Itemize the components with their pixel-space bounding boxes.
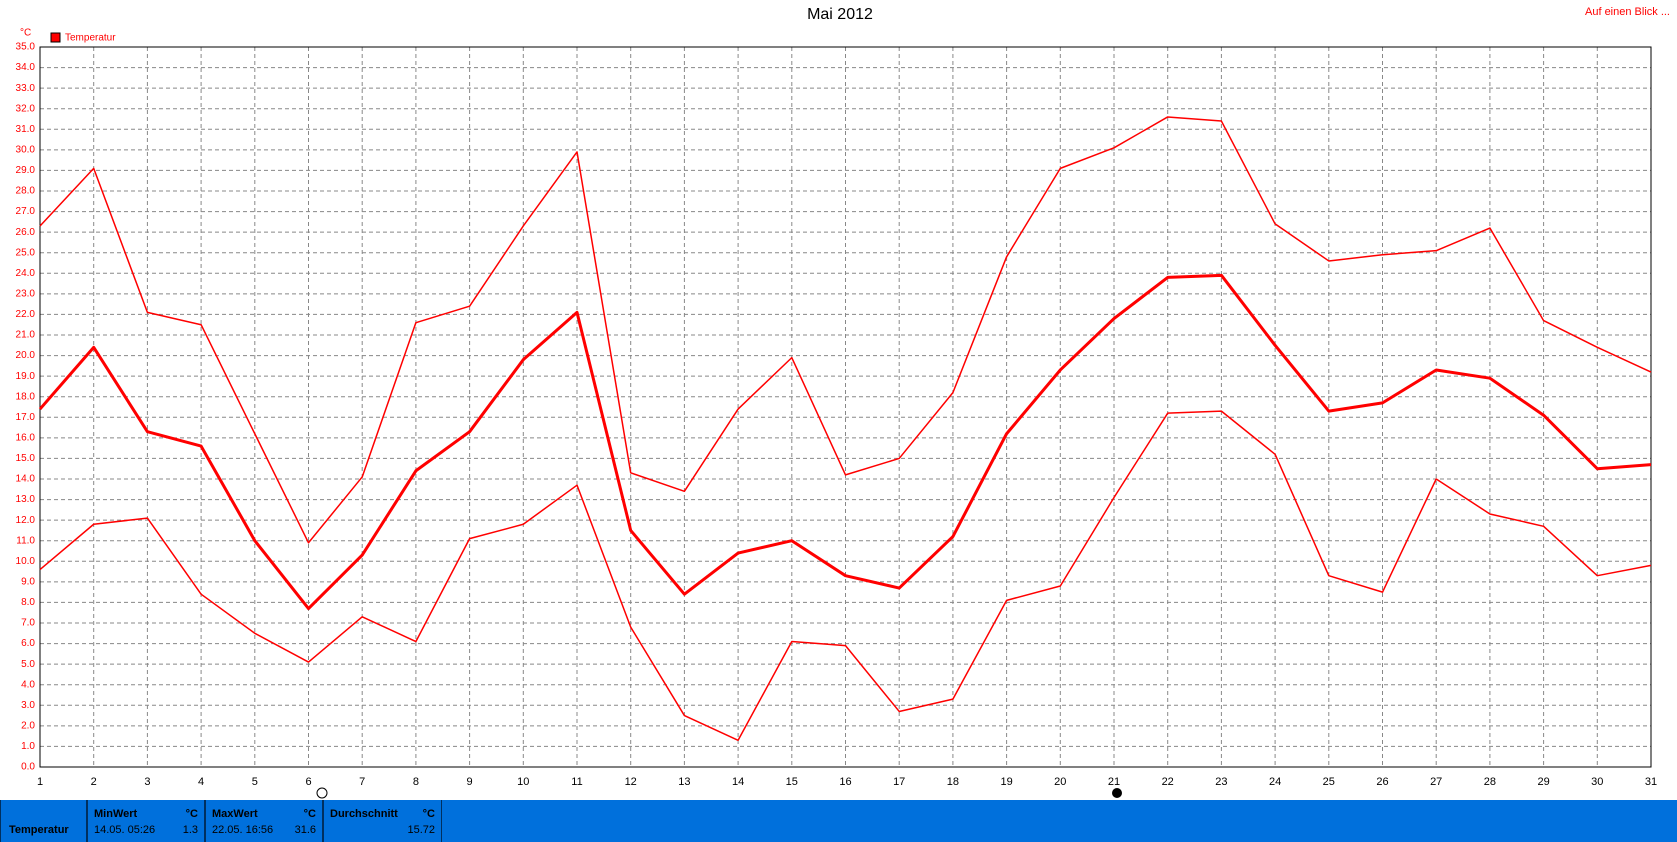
y-tick-label: 25.0 xyxy=(16,247,36,258)
y-tick-label: 6.0 xyxy=(21,638,35,649)
y-tick-label: 0.0 xyxy=(21,762,35,773)
series-line xyxy=(38,273,1652,611)
summary-cell: MaxWert °C 22.05. 16:56 31.6 xyxy=(205,800,323,842)
x-tick-label: 21 xyxy=(1108,776,1120,788)
x-tick-label: 13 xyxy=(678,776,690,788)
y-tick-label: 10.0 xyxy=(16,556,36,567)
x-tick-label: 14 xyxy=(732,776,744,788)
y-tick-label: 31.0 xyxy=(16,124,36,135)
y-tick-label: 34.0 xyxy=(16,62,36,73)
link[interactable]: Auf einen Blick ... xyxy=(1585,6,1670,18)
x-tick-label: 24 xyxy=(1269,776,1281,788)
chart-title: Mai 2012 xyxy=(807,6,873,23)
y-tick-label: 18.0 xyxy=(16,391,36,402)
y-tick-label: 5.0 xyxy=(21,659,35,670)
x-tick-label: 26 xyxy=(1376,776,1388,788)
y-tick-label: 14.0 xyxy=(16,474,36,485)
summary-bar: Temperatur MinWert °C 14.05. 05:26 1.3 M… xyxy=(0,800,1677,842)
y-tick-label: 3.0 xyxy=(21,700,35,711)
x-tick-label: 31 xyxy=(1645,776,1657,788)
chart: Mai 2012 Auf einen Blick ... °C Temperat… xyxy=(16,6,1670,799)
x-tick-label: 23 xyxy=(1215,776,1227,788)
y-tick-label: 11.0 xyxy=(16,535,35,546)
x-tick-label: 17 xyxy=(893,776,905,788)
moon-icon xyxy=(1112,788,1122,798)
value: 1.3 xyxy=(182,824,198,836)
x-tick-label: 29 xyxy=(1537,776,1549,788)
x-tick-label: 4 xyxy=(198,776,204,788)
y-tick-label: 35.0 xyxy=(16,42,36,53)
x-tick-label: 25 xyxy=(1323,776,1335,788)
y-tick-label: 8.0 xyxy=(21,597,35,608)
value: 15.72 xyxy=(407,824,435,836)
x-tick-label: 6 xyxy=(305,776,311,788)
unit: °C xyxy=(303,808,316,820)
y-tick-label: 2.0 xyxy=(21,720,35,731)
summary-cell: Temperatur xyxy=(0,800,87,842)
x-tick-label: 27 xyxy=(1430,776,1442,788)
summary-cell: Durchschnitt °C 15.72 xyxy=(323,800,442,842)
y-tick-label: 32.0 xyxy=(16,103,36,114)
y-tick-label: 24.0 xyxy=(16,268,36,279)
y-tick-label: 20.0 xyxy=(16,350,36,361)
time: 22.05. 16:56 xyxy=(212,824,274,836)
x-tick-label: 12 xyxy=(625,776,637,788)
y-unit: °C xyxy=(20,28,31,39)
y-tick-label: 26.0 xyxy=(16,227,36,238)
x-tick-label: 11 xyxy=(571,776,582,788)
x-tick-label: 7 xyxy=(359,776,365,788)
unit: °C xyxy=(185,808,198,820)
summary-cell: MinWert °C 14.05. 05:26 1.3 xyxy=(87,800,205,842)
legend-swatch xyxy=(50,32,61,43)
y-tick-label: 1.0 xyxy=(21,741,35,752)
y-tick-label: 29.0 xyxy=(16,165,36,176)
y-tick-label: 13.0 xyxy=(16,494,36,505)
y-tick-label: 22.0 xyxy=(16,309,36,320)
unit: °C xyxy=(422,808,435,820)
y-tick-label: 27.0 xyxy=(16,206,36,217)
time: 14.05. 05:26 xyxy=(94,824,156,836)
y-tick-label: 17.0 xyxy=(16,412,36,423)
y-tick-label: 7.0 xyxy=(21,618,35,629)
value: 31.6 xyxy=(294,824,316,836)
x-tick-label: 2 xyxy=(91,776,97,788)
legend-label: Temperatur xyxy=(65,33,116,44)
x-tick-label: 16 xyxy=(839,776,851,788)
x-tick-label: 9 xyxy=(467,776,473,788)
x-tick-label: 5 xyxy=(252,776,258,788)
y-tick-label: 19.0 xyxy=(16,371,36,382)
y-tick-label: 12.0 xyxy=(16,515,36,526)
x-tick-label: 15 xyxy=(786,776,798,788)
y-tick-label: 28.0 xyxy=(16,186,36,197)
series-line xyxy=(39,410,1652,742)
x-tick-label: 18 xyxy=(947,776,959,788)
x-tick-label: 22 xyxy=(1162,776,1174,788)
y-tick-label: 30.0 xyxy=(16,144,36,155)
y-tick-label: 33.0 xyxy=(16,83,36,94)
x-tick-label: 28 xyxy=(1484,776,1496,788)
x-tick-label: 3 xyxy=(144,776,150,788)
row-label: Temperatur xyxy=(9,824,69,836)
header: MaxWert xyxy=(212,808,258,820)
x-tick-label: 10 xyxy=(517,776,529,788)
x-tick-label: 19 xyxy=(1000,776,1012,788)
x-tick-label: 8 xyxy=(413,776,419,788)
y-tick-label: 16.0 xyxy=(16,432,36,443)
x-tick-label: 20 xyxy=(1054,776,1066,788)
y-tick-label: 23.0 xyxy=(16,288,36,299)
x-tick-label: 30 xyxy=(1591,776,1603,788)
y-tick-label: 21.0 xyxy=(16,330,36,341)
y-tick-label: 9.0 xyxy=(21,576,35,587)
header: MinWert xyxy=(94,808,138,820)
series-line xyxy=(39,116,1652,544)
moon-icon xyxy=(316,787,328,799)
x-tick-label: 1 xyxy=(37,776,43,788)
header: Durchschnitt xyxy=(330,808,398,820)
y-tick-label: 4.0 xyxy=(21,679,35,690)
y-tick-label: 15.0 xyxy=(16,453,36,464)
